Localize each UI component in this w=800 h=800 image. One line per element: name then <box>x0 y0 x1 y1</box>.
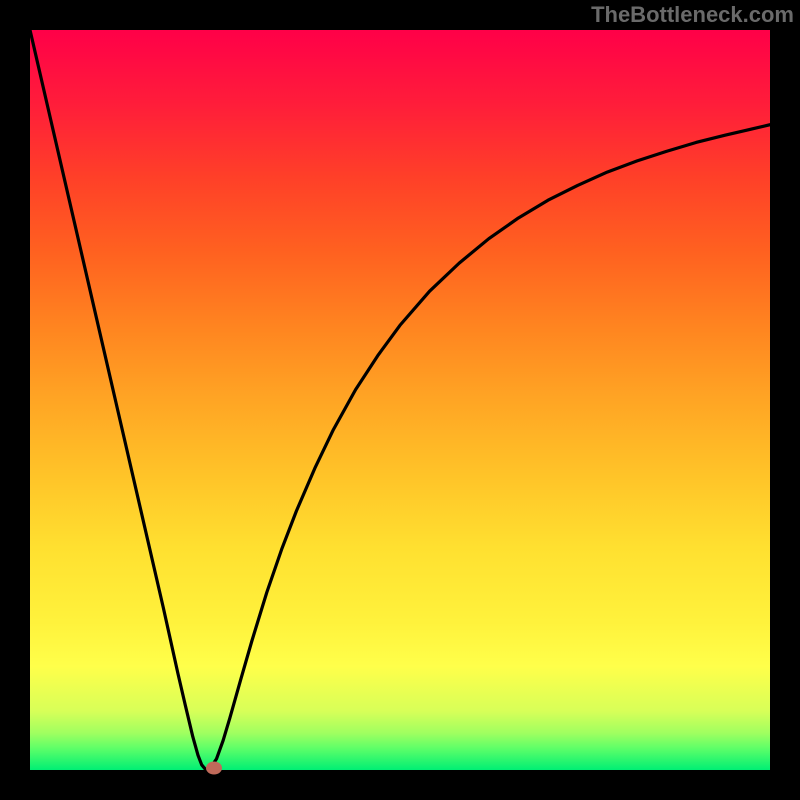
chart-container: TheBottleneck.com <box>0 0 800 800</box>
plot-area <box>30 30 770 770</box>
minimum-marker <box>206 761 222 774</box>
curve-layer <box>30 30 770 770</box>
bottleneck-curve <box>30 30 770 769</box>
watermark-text: TheBottleneck.com <box>591 2 794 28</box>
